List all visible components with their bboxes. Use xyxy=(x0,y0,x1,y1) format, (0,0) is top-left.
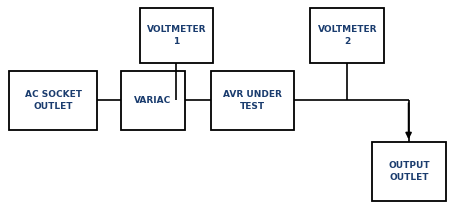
FancyBboxPatch shape xyxy=(9,71,97,130)
Text: VARIAC: VARIAC xyxy=(134,96,172,105)
FancyBboxPatch shape xyxy=(121,71,185,130)
FancyBboxPatch shape xyxy=(140,8,213,63)
FancyBboxPatch shape xyxy=(211,71,294,130)
Text: AC SOCKET
OUTLET: AC SOCKET OUTLET xyxy=(25,90,82,111)
FancyBboxPatch shape xyxy=(372,142,446,201)
Text: VOLTMETER
1: VOLTMETER 1 xyxy=(147,25,206,46)
Text: OUTPUT
OUTLET: OUTPUT OUTLET xyxy=(388,161,429,182)
Text: VOLTMETER
2: VOLTMETER 2 xyxy=(318,25,377,46)
FancyBboxPatch shape xyxy=(310,8,384,63)
Text: AVR UNDER
TEST: AVR UNDER TEST xyxy=(223,90,282,111)
